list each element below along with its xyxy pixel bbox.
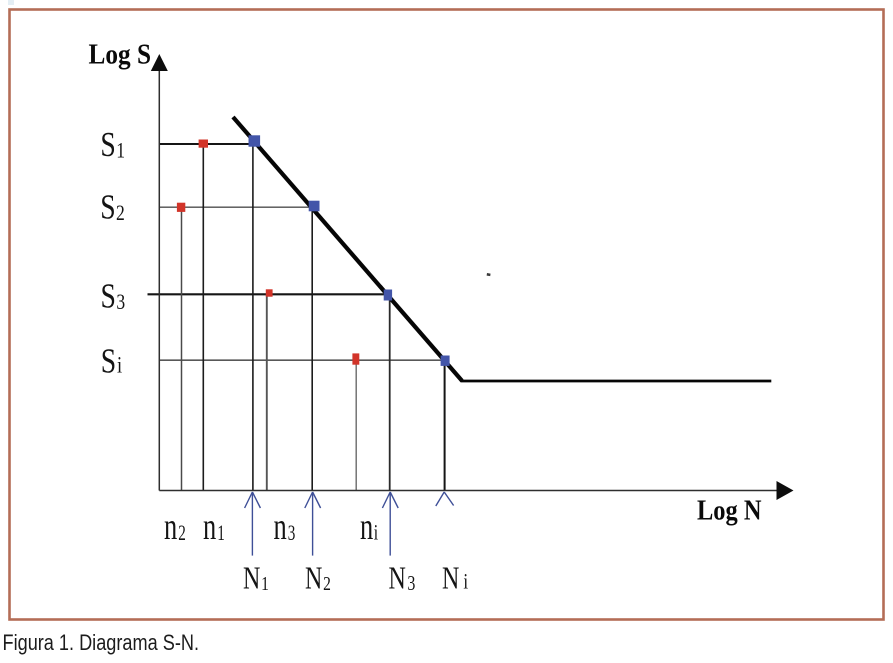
svg-text:Ni: Ni bbox=[442, 561, 468, 596]
svg-text:Log N: Log N bbox=[697, 496, 762, 527]
svg-text:Figura 1. Diagrama S-N.: Figura 1. Diagrama S-N. bbox=[3, 630, 200, 655]
svg-text:n3: n3 bbox=[274, 507, 296, 549]
svg-text:S3: S3 bbox=[101, 277, 126, 316]
svg-text:n2: n2 bbox=[164, 507, 186, 549]
svg-text:S1: S1 bbox=[100, 125, 125, 164]
svg-text:N2: N2 bbox=[305, 561, 331, 596]
svg-text:Si: Si bbox=[101, 341, 123, 380]
svg-text:S2: S2 bbox=[100, 187, 125, 226]
svg-text:N3: N3 bbox=[389, 561, 416, 596]
svg-text:Log S: Log S bbox=[89, 40, 152, 71]
svg-text:n1: n1 bbox=[203, 507, 225, 549]
svg-text:ni: ni bbox=[360, 507, 378, 549]
svg-text:N1: N1 bbox=[243, 561, 269, 596]
